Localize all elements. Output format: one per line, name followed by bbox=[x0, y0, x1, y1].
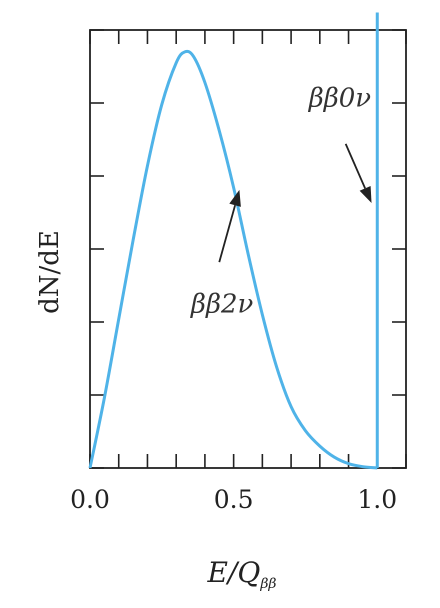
annotation-arrow-head-0 bbox=[229, 189, 241, 207]
annotation-label-1: ββ0ν bbox=[308, 84, 372, 114]
x-tick-label-0: 0.0 bbox=[70, 485, 110, 514]
annotation-arrow-shaft-0 bbox=[218, 205, 236, 263]
series-curve-0 bbox=[88, 49, 378, 470]
x-axis-label: E/Qββ bbox=[206, 556, 276, 592]
x-tick-label-1: 0.5 bbox=[214, 485, 254, 514]
x-axis-label-subscript: ββ bbox=[259, 576, 276, 592]
x-axis-label-main: E/Q bbox=[206, 556, 260, 589]
plot-area: 0.0 0.5 1.0 ββ2ν ββ0ν bbox=[70, 12, 407, 514]
annotation-arrow-head-1 bbox=[359, 185, 372, 204]
annotation-label-0: ββ2ν bbox=[190, 290, 254, 320]
annotation-arrow-shaft-1 bbox=[344, 143, 366, 189]
y-axis-label: dN/dE bbox=[35, 230, 65, 314]
x-tick-label-2: 1.0 bbox=[357, 485, 397, 514]
